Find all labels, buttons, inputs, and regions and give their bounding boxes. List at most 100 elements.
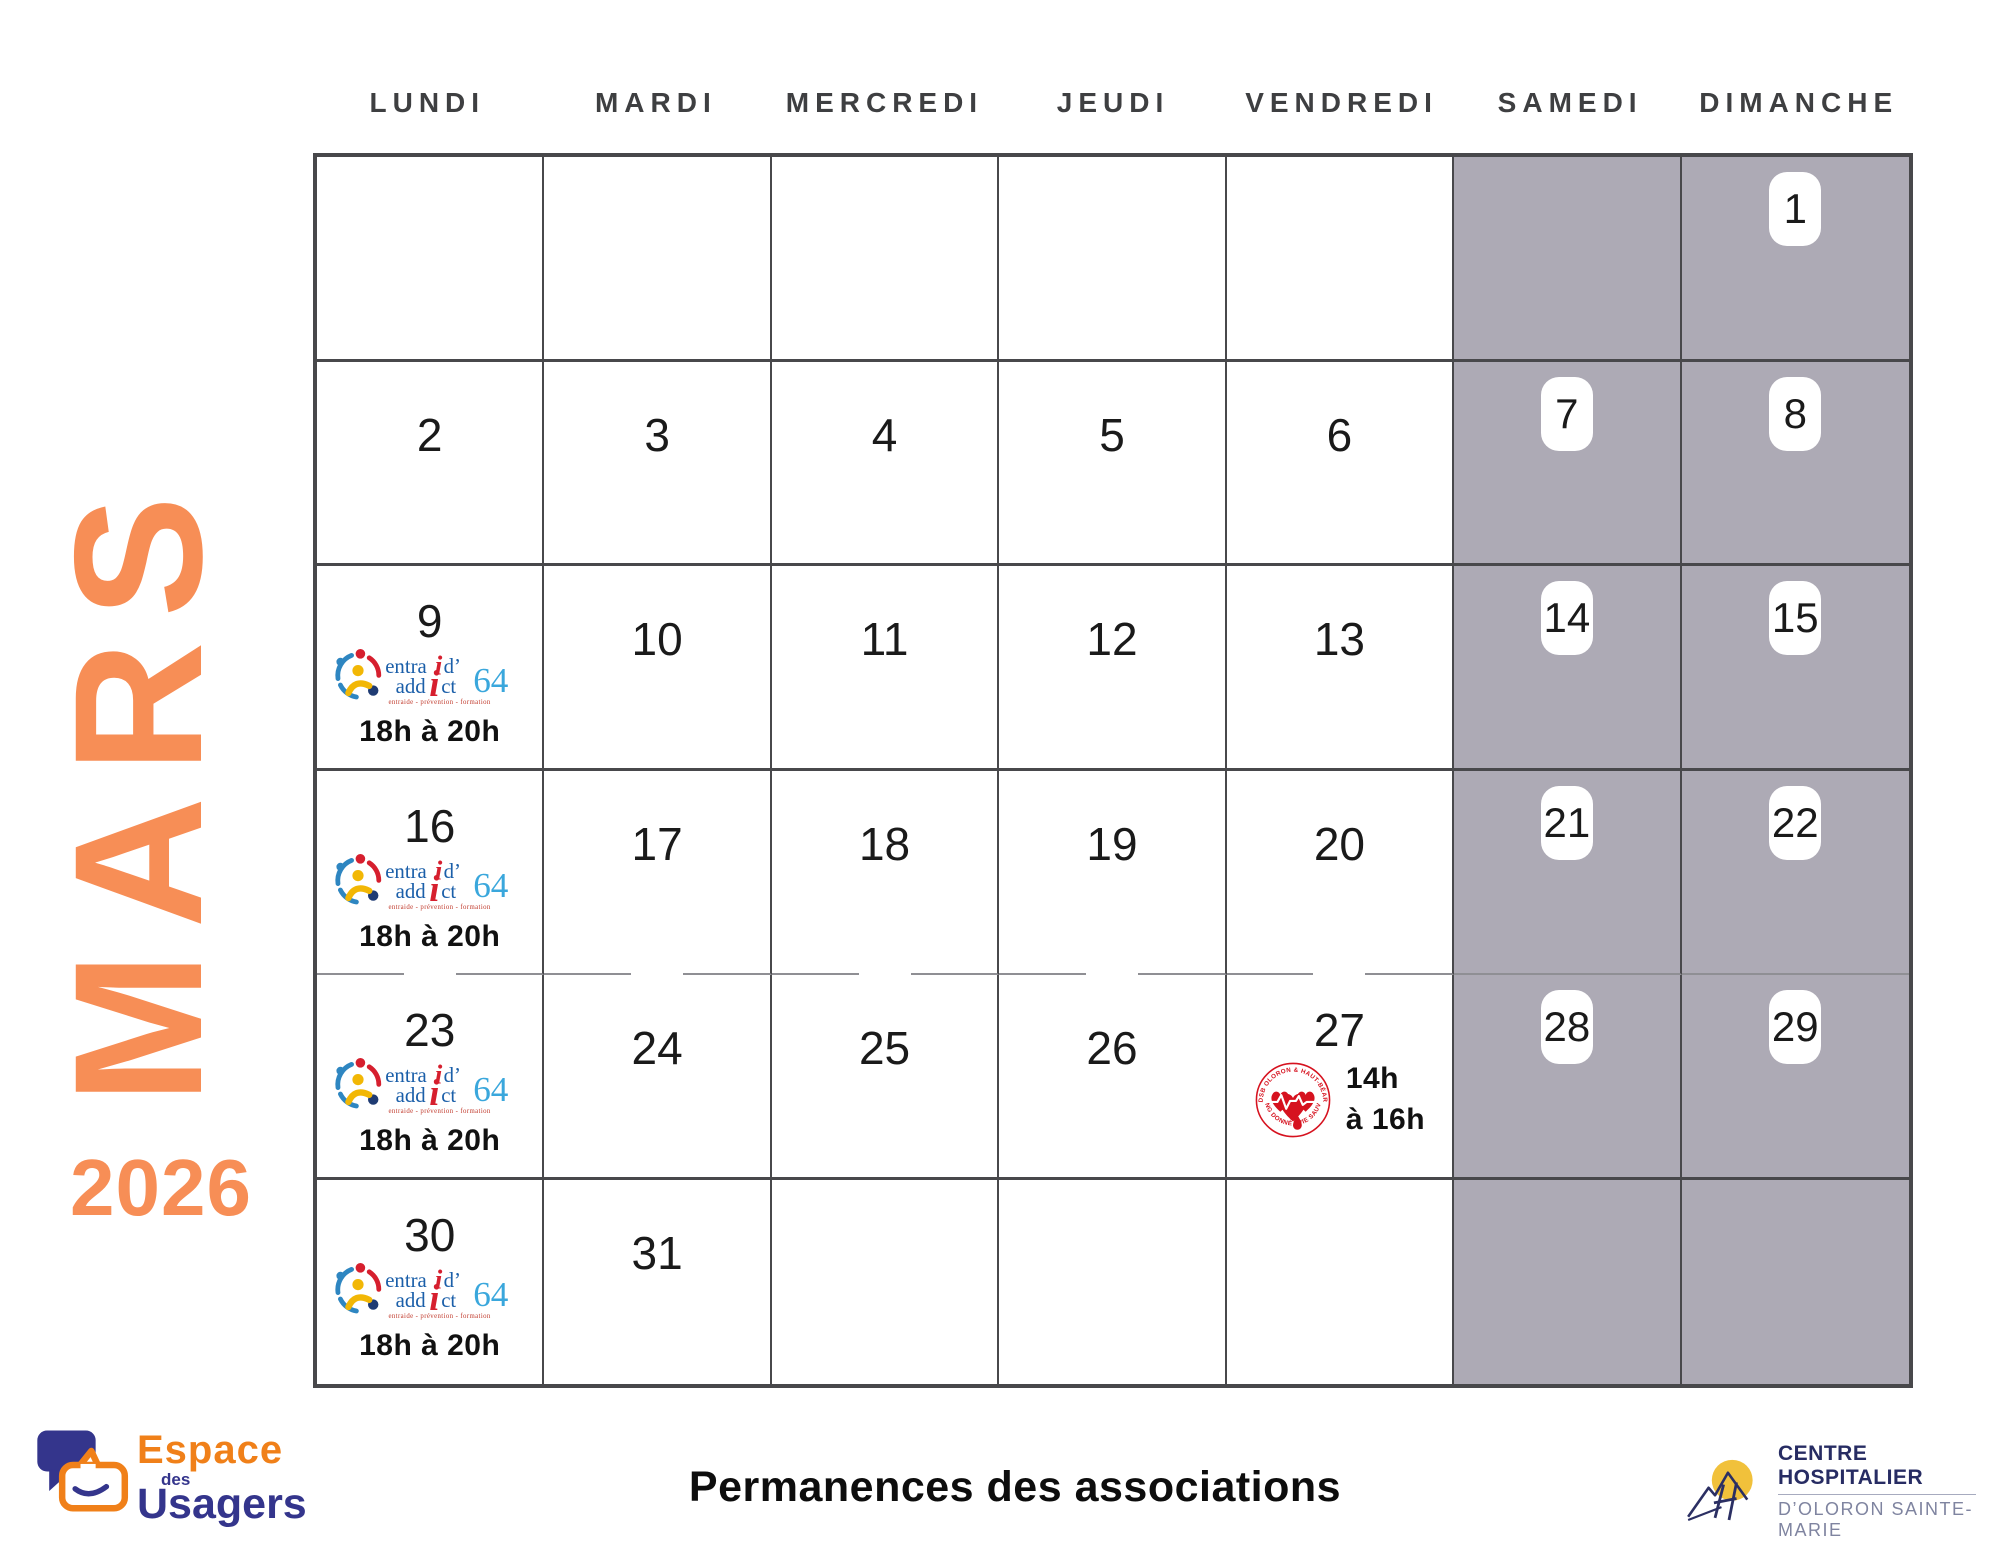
calendar-day-cell: 5 xyxy=(999,361,1227,566)
entraid-text-64: 64 xyxy=(473,1070,509,1109)
weekday-header: SAMEDI xyxy=(1497,87,1643,118)
day-number: 24 xyxy=(631,1022,683,1074)
calendar-day-cell: 9 entra i d’ add i ct 64 entraide - prév… xyxy=(317,566,545,771)
entraid-event-time: 18h à 20h xyxy=(359,715,501,748)
day-number-badge: 6 xyxy=(1327,412,1353,458)
weekday-header: MARDI xyxy=(594,87,717,118)
calendar-day-cell xyxy=(772,1179,1000,1384)
entraid-text-64: 64 xyxy=(473,866,509,905)
entraid-text-entra: entra xyxy=(385,1269,427,1292)
calendar-day-cell: 30 entra i d’ add i ct 64 entraide - pré… xyxy=(317,1179,545,1384)
day-number: 8 xyxy=(1783,389,1807,437)
entraid-text-entra: entra xyxy=(385,655,427,678)
calendar-day-cell: 21 xyxy=(1454,770,1682,975)
entraid-tagline: entraide - prévention - formation xyxy=(388,699,490,706)
day-number-badge: 7 xyxy=(1540,376,1593,451)
day-number: 13 xyxy=(1313,613,1365,665)
day-number: 26 xyxy=(1086,1022,1138,1074)
calendar-day-cell xyxy=(1454,157,1682,362)
calendar-day-cell: 23 entra i d’ add i ct 64 entraide - pré… xyxy=(317,975,545,1180)
espace-logo-text-des: des xyxy=(161,1470,191,1489)
day-number-badge: 15 xyxy=(1769,581,1822,655)
day-number: 27 xyxy=(1313,1004,1365,1056)
day-number: 11 xyxy=(860,613,909,665)
calendar-day-cell: 15 xyxy=(1681,566,1909,771)
day-number: 7 xyxy=(1555,389,1579,437)
calendar-day-cell: 25 xyxy=(771,975,1000,1180)
calendar-day-cell: 10 xyxy=(544,566,772,771)
entraid-event-time: 18h à 20h xyxy=(359,1124,501,1157)
entraid-event-time: 18h à 20h xyxy=(359,1328,501,1362)
day-number: 3 xyxy=(644,408,670,461)
calendar-day-cell: 11 xyxy=(771,566,1000,771)
entraid-text-i1: i xyxy=(435,1060,443,1090)
entraid-text-64: 64 xyxy=(473,661,509,700)
calendar-day-cell: 28 xyxy=(1454,975,1682,1180)
entraid-addict-64-logo: entra i d’ add i ct 64 entraide - préven… xyxy=(335,853,509,911)
espace-des-usagers-logo: Espace des Usagers xyxy=(33,1420,323,1540)
entraid-text-d: d’ xyxy=(443,1064,460,1087)
calendar-day-cell xyxy=(1454,1179,1682,1384)
day-number-badge: 21 xyxy=(1540,785,1593,860)
day-number: 10 xyxy=(631,613,683,665)
entraid-text-i2: i xyxy=(429,1277,440,1318)
entraid-text-d: d’ xyxy=(443,655,460,678)
calendar-day-cell: 16 entra i d’ add i ct 64 entraide - pré… xyxy=(317,770,545,975)
day-number: 5 xyxy=(1099,408,1125,461)
day-number-badge: 26 xyxy=(1086,1025,1137,1071)
event-slot: entra i d’ add i ct 64 entraide - préven… xyxy=(317,849,542,954)
day-number-badge: 9 xyxy=(417,598,443,644)
calendar-day-cell: 18 xyxy=(771,770,1000,975)
day-number: 16 xyxy=(404,799,456,852)
calendar-day-cell: 26 xyxy=(999,975,1227,1180)
centre-hospitalier-logo: CENTRE HOSPITALIER D’OLORON SAINTE-MARIE xyxy=(1686,1442,1976,1540)
day-number-badge: 29 xyxy=(1769,990,1822,1064)
day-number: 22 xyxy=(1771,798,1819,846)
calendar-day-cell: 29 xyxy=(1681,975,1909,1180)
weekday-header: LUNDI xyxy=(369,87,486,118)
day-number-badge: 8 xyxy=(1769,376,1822,451)
entraid-text-i2: i xyxy=(429,868,440,909)
day-number: 19 xyxy=(1086,817,1138,870)
entraid-text-i1: i xyxy=(435,1264,443,1294)
calendar-day-cell xyxy=(544,157,772,362)
day-number-badge: 30 xyxy=(404,1212,455,1258)
day-number-badge: 18 xyxy=(859,821,910,867)
day-number-badge: 4 xyxy=(872,412,898,458)
speech-bubbles-icon xyxy=(37,1430,129,1512)
entraid-text-add: add xyxy=(395,880,426,903)
day-number: 29 xyxy=(1771,1003,1819,1050)
hospital-location: D’OLORON SAINTE-MARIE xyxy=(1778,1498,1974,1540)
mountain-sun-icon xyxy=(1687,1459,1753,1522)
day-number-badge: 25 xyxy=(859,1025,910,1071)
espace-logo-text-espace: Espace xyxy=(137,1428,284,1472)
day-number: 30 xyxy=(404,1208,456,1261)
day-number: 6 xyxy=(1326,408,1353,461)
blood-time-line1: 14h xyxy=(1345,1062,1400,1095)
event-slot: entra i d’ add i ct 64 entraide - préven… xyxy=(317,1053,542,1158)
day-number: 9 xyxy=(416,595,443,647)
entraid-text-ct: ct xyxy=(441,1084,456,1107)
entraid-text-add: add xyxy=(395,1289,426,1312)
day-number: 15 xyxy=(1771,594,1819,641)
weekday-header: JEUDI xyxy=(1056,87,1170,118)
entraid-text-ct: ct xyxy=(441,675,456,698)
day-number: 18 xyxy=(858,817,911,870)
calendar-day-cell xyxy=(1227,1179,1455,1384)
day-number-badge: 1 xyxy=(1769,172,1822,246)
event-slot: entra i d’ add i ct 64 entraide - préven… xyxy=(317,644,542,749)
entraid-text-i2: i xyxy=(429,1072,440,1113)
year-label: 2026 xyxy=(70,1143,252,1232)
entraid-text-ct: ct xyxy=(441,880,456,903)
calendar-day-cell: 20 xyxy=(1226,770,1455,975)
entraid-text-i2: i xyxy=(429,663,440,704)
day-number: 23 xyxy=(404,1004,456,1056)
calendar-day-cell: 12 xyxy=(999,566,1227,771)
entraid-text-ct: ct xyxy=(441,1289,456,1312)
day-number-badge: 5 xyxy=(1099,412,1125,458)
day-number: 28 xyxy=(1543,1003,1591,1050)
